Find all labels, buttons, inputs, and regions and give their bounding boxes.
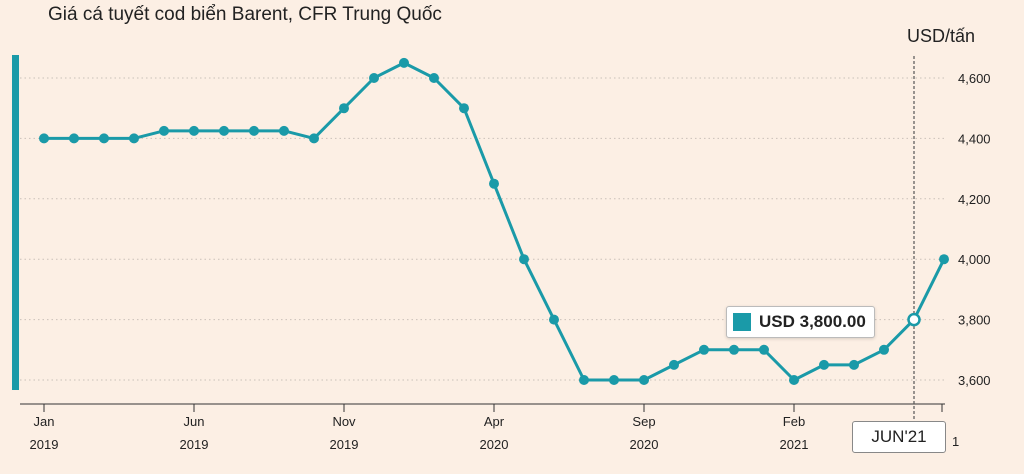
- data-point: [789, 375, 799, 385]
- data-point: [39, 133, 49, 144]
- x-tick-month: Sep: [632, 414, 655, 429]
- y-axis-unit-label: USD/tấn: [907, 26, 976, 46]
- x-tick-month: Nov: [332, 414, 356, 429]
- x-tick-year: 2021: [780, 437, 809, 452]
- y-tick-label: 3,600: [958, 373, 991, 388]
- data-point: [249, 125, 259, 136]
- data-point: [309, 133, 319, 144]
- left-accent-bar: [12, 55, 19, 390]
- x-tick-year: 2019: [330, 437, 359, 452]
- y-axis: 3,600 3,800 4,000 4,200 4,400 4,600: [958, 71, 991, 388]
- data-point: [639, 375, 649, 385]
- data-point: [459, 103, 469, 114]
- x-tick-month: Apr: [484, 414, 505, 429]
- data-point: [429, 73, 439, 83]
- highlight-point: [907, 312, 921, 327]
- data-point: [549, 314, 559, 325]
- x-tick-month: Jun: [184, 414, 205, 429]
- data-point: [189, 125, 199, 136]
- data-point: [219, 125, 229, 136]
- y-tick-label: 4,400: [958, 131, 991, 146]
- x-tick-year: 2019: [30, 437, 59, 452]
- data-point: [489, 178, 499, 189]
- y-tick-label: 4,600: [958, 71, 991, 86]
- data-point: [279, 125, 289, 136]
- y-tick-label: 4,000: [958, 252, 991, 267]
- data-point: [159, 125, 169, 136]
- data-point: [369, 73, 379, 83]
- data-point: [579, 375, 589, 385]
- y-tick-label: 3,800: [958, 313, 991, 328]
- data-point: [849, 359, 859, 370]
- data-point: [879, 344, 889, 355]
- data-point: [99, 133, 109, 144]
- x-tick-year: 2020: [480, 437, 509, 452]
- x-tick-year: 2019: [180, 437, 209, 452]
- data-point: [729, 344, 739, 355]
- value-tooltip: USD 3,800.00: [726, 306, 875, 338]
- data-point: [759, 344, 769, 355]
- data-point: [819, 359, 829, 370]
- data-point: [399, 57, 409, 68]
- data-point: [519, 254, 529, 265]
- x-tick-month: Feb: [783, 414, 805, 429]
- data-point: [339, 103, 349, 114]
- series-swatch: [733, 313, 751, 331]
- series-line: [39, 57, 949, 385]
- data-point: [699, 344, 709, 355]
- x-tick-month: Jan: [34, 414, 55, 429]
- cursor-date-label: JUN'21: [852, 421, 946, 453]
- x-axis: Jan 2019 Jun 2019 Nov 2019 Apr 2020 Sep 2020 Feb 20…: [20, 403, 945, 452]
- data-point: [939, 254, 949, 265]
- tooltip-value: USD 3,800.00: [759, 312, 866, 331]
- data-point: [609, 375, 619, 385]
- x-axis-trailing-label: 1: [952, 434, 960, 449]
- x-tick-year: 2020: [630, 437, 659, 452]
- y-tick-label: 4,200: [958, 192, 991, 207]
- data-point: [129, 133, 139, 144]
- data-point: [69, 133, 79, 144]
- data-point: [669, 359, 679, 370]
- chart-title: Giá cá tuyết cod biển Barent, CFR Trung …: [48, 4, 442, 25]
